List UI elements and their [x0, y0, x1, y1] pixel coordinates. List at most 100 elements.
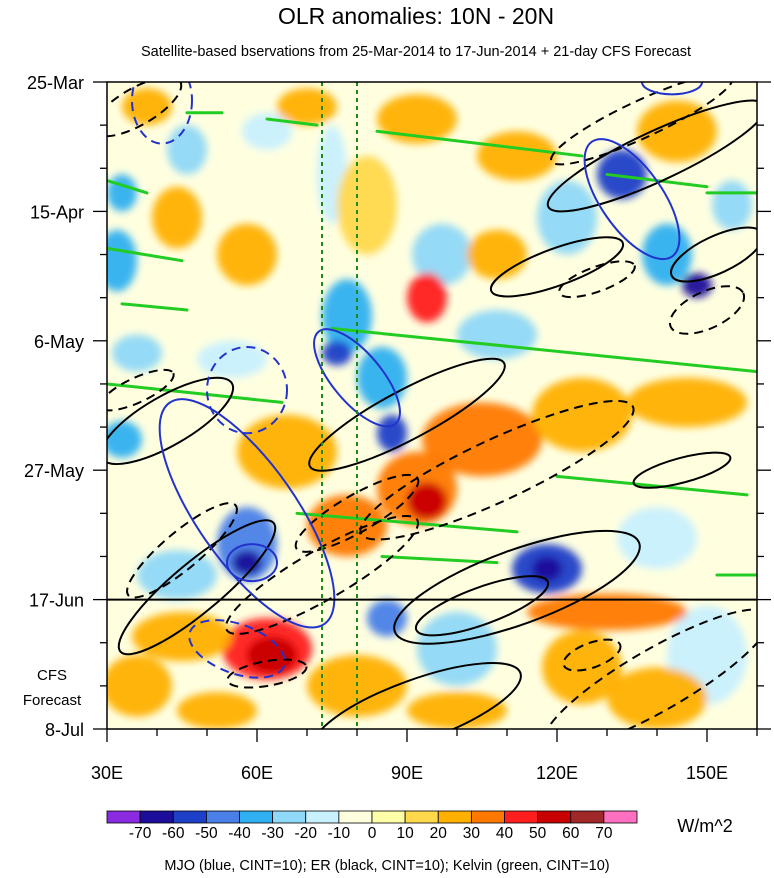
- forecast-label-line2: Forecast: [23, 692, 82, 709]
- colorbar-level-label: 60: [562, 825, 580, 842]
- colorbar-level-label: -50: [195, 825, 218, 842]
- chart-title: OLR anomalies: 10N - 20N: [278, 3, 554, 29]
- colorbar-swatch: [172, 810, 207, 824]
- anomaly-blob: [177, 692, 257, 729]
- x-tick-label: 60E: [241, 763, 273, 783]
- kelvin-contour: [375, 129, 584, 158]
- colorbar-level-label: 50: [529, 825, 547, 842]
- kelvin-contour: [265, 117, 319, 127]
- y-tick-label: 17-Jun: [29, 591, 84, 611]
- anomaly-blob: [367, 599, 407, 637]
- x-tick-label: 30E: [91, 763, 123, 783]
- anomaly-blob: [277, 88, 337, 126]
- colorbar-swatch: [139, 810, 174, 824]
- reference-lines: [321, 82, 358, 729]
- contour-legend-footer: MJO (blue, CINT=10); ER (black, CINT=10)…: [164, 858, 609, 874]
- kelvin-contour: [380, 554, 499, 565]
- colorbar-level-label: 20: [430, 825, 448, 842]
- anomaly-blob: [607, 667, 707, 729]
- colorbar-swatch: [603, 810, 638, 824]
- y-tick-label: 8-Jul: [45, 720, 84, 740]
- anomaly-blob: [167, 125, 207, 175]
- mjo-contour: [131, 82, 193, 145]
- kelvin-contour: [295, 511, 519, 534]
- chart-subtitle: Satellite-based bservations from 25-Mar-…: [141, 44, 691, 60]
- y-axis: 25-Mar 15-Apr 6-May 27-May 17-Jun 8-Jul: [24, 73, 771, 740]
- er-contour: [294, 473, 420, 553]
- anomaly-blob: [152, 186, 202, 249]
- anomaly-blob: [122, 88, 172, 126]
- y-tick-label: 15-Apr: [30, 202, 84, 222]
- colorbar-level-label: -30: [261, 825, 284, 842]
- y-tick-label: 27-May: [24, 461, 84, 481]
- colorbar-swatch: [371, 810, 406, 824]
- colorbar-level-label: -60: [162, 825, 185, 842]
- mjo-contour: [313, 328, 401, 428]
- colorbar-swatch: [239, 810, 274, 824]
- er-contour: [126, 502, 238, 599]
- x-tick-label: 150E: [686, 763, 728, 783]
- anomaly-blob: [247, 636, 297, 674]
- kelvin-contours: [107, 111, 757, 577]
- colorbar-units: W/m^2: [677, 816, 732, 836]
- colorbar-level-label: -40: [228, 825, 251, 842]
- er-contour: [226, 658, 308, 689]
- er-contour: [542, 608, 757, 729]
- x-tick-label: 120E: [536, 763, 578, 783]
- anomaly-blob: [407, 273, 447, 323]
- anomaly-blob: [412, 223, 472, 286]
- kelvin-contour: [107, 246, 184, 263]
- colorbar-level-label: 0: [368, 825, 377, 842]
- colorbar-swatch: [504, 810, 539, 824]
- er-contour: [312, 662, 522, 729]
- anomaly-blob: [457, 309, 537, 360]
- kelvin-contour: [107, 382, 284, 404]
- er-contour: [632, 451, 732, 489]
- anomaly-blob: [197, 340, 267, 378]
- anomaly-blob: [417, 611, 497, 686]
- colorbar-swatch: [437, 810, 472, 824]
- anomaly-blob: [107, 229, 137, 292]
- kelvin-contour: [120, 302, 189, 312]
- anomaly-blob: [617, 507, 697, 569]
- colorbar-swatch: [404, 810, 439, 824]
- er-contour: [546, 99, 757, 213]
- colorbar-swatch: [272, 810, 307, 824]
- anomaly-blob: [232, 550, 262, 575]
- anomaly-blob: [597, 149, 647, 200]
- mjo-contour: [226, 543, 278, 583]
- er-contour: [224, 514, 420, 635]
- anomaly-blob: [377, 414, 407, 452]
- colorbar-swatch: [106, 810, 141, 824]
- plot-frame: [106, 81, 758, 730]
- er-contour: [359, 399, 635, 541]
- anomaly-blob: [407, 692, 507, 729]
- er-contour: [670, 226, 757, 283]
- colorbar-level-label: 30: [463, 825, 481, 842]
- anomaly-blob: [377, 94, 457, 144]
- anomaly-blob: [137, 550, 217, 600]
- er-contour: [562, 638, 622, 672]
- colorbar-swatch: [338, 810, 373, 824]
- er-contour: [107, 82, 183, 138]
- anomaly-blob: [627, 377, 747, 428]
- colorbar-level-label: -70: [129, 825, 152, 842]
- colorbar-swatch: [537, 810, 572, 824]
- colorbar-level-label: 70: [595, 825, 613, 842]
- anomaly-blob: [467, 229, 527, 280]
- anomaly-blob: [322, 279, 372, 354]
- anomaly-blob: [107, 655, 172, 717]
- x-tick-label: 90E: [391, 763, 423, 783]
- y-tick-label: 6-May: [34, 332, 84, 352]
- er-contour: [117, 519, 277, 656]
- er-contour: [107, 376, 235, 466]
- er-contours: [107, 82, 757, 729]
- er-contour: [668, 285, 746, 335]
- anomaly-blob: [532, 377, 632, 452]
- anomaly-blob: [242, 112, 292, 150]
- kelvin-contour: [555, 474, 749, 497]
- anomaly-blob: [112, 334, 162, 372]
- mjo-contour: [206, 345, 288, 435]
- anomaly-blob: [712, 180, 752, 230]
- colorbar-swatch: [305, 810, 340, 824]
